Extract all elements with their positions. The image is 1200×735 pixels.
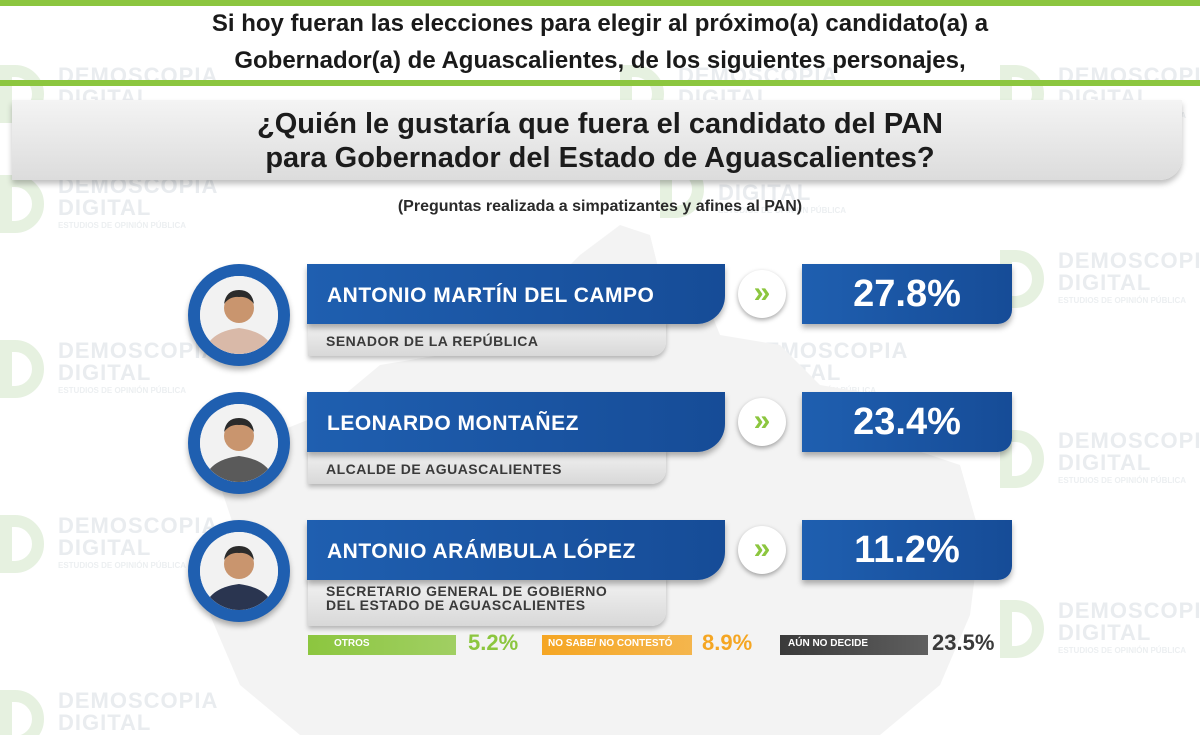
candidate-avatar xyxy=(188,392,290,494)
candidate-value-bar: 27.8% xyxy=(802,264,1012,324)
watermark-d-icon xyxy=(0,690,44,735)
watermark-tagline: ESTUDIOS DE OPINIÓN PÚBLICA xyxy=(58,221,187,230)
candidate-role: ALCALDE DE AGUASCALIENTES xyxy=(326,461,562,477)
candidate-value-label: 23.4% xyxy=(853,401,961,443)
candidate-role-bar: ALCALDE DE AGUASCALIENTES xyxy=(308,448,666,484)
header-line-1: Si hoy fueran las elecciones para elegir… xyxy=(211,10,989,37)
other-response-value: 8.9% xyxy=(702,630,753,655)
candidate-row: ALCALDE DE AGUASCALIENTES LEONARDO MONTAÑ… xyxy=(0,390,1200,500)
candidate-avatar xyxy=(188,264,290,366)
question-line-1: ¿Quién le gustaría que fuera el candidat… xyxy=(257,108,943,140)
candidate-value-label: 27.8% xyxy=(853,273,961,315)
candidate-avatar xyxy=(188,520,290,622)
candidate-photo xyxy=(200,276,278,354)
candidate-role: SECRETARIO GENERAL DE GOBIERNO xyxy=(326,583,608,599)
candidate-value-bar: 11.2% xyxy=(802,520,1012,580)
header-bottom-line xyxy=(0,80,1200,86)
double-chevron-right-icon: » xyxy=(738,526,786,574)
watermark-tagline: ESTUDIOS DE OPINIÓN PÚBLICA xyxy=(1058,646,1187,655)
candidate-name-bar: LEONARDO MONTAÑEZ xyxy=(307,392,725,452)
candidate-name: ANTONIO ARÁMBULA LÓPEZ xyxy=(327,540,636,563)
double-chevron-right-icon: » xyxy=(738,398,786,446)
candidate-name: ANTONIO MARTÍN DEL CAMPO xyxy=(327,284,655,307)
header-top-line xyxy=(0,0,1200,6)
other-response-label: NO SABE/ NO CONTESTÓ xyxy=(542,635,692,655)
person-icon xyxy=(200,276,278,354)
question-subtitle: (Preguntas realizada a simpatizantes y a… xyxy=(397,198,803,215)
candidate-row: SECRETARIO GENERAL DE GOBIERNO DEL ESTADO… xyxy=(0,518,1200,628)
candidate-role-bar: SECRETARIO GENERAL DE GOBIERNO DEL ESTADO… xyxy=(308,576,666,626)
header-line-2: Gobernador(a) de Aguascalientes, de los … xyxy=(234,47,966,74)
candidate-name: LEONARDO MONTAÑEZ xyxy=(327,412,579,435)
candidate-role: SENADOR DE LA REPÚBLICA xyxy=(326,333,539,349)
other-response-label: OTROS xyxy=(308,635,456,655)
candidate-photo xyxy=(200,404,278,482)
candidate-photo xyxy=(200,532,278,610)
other-response-value: 5.2% xyxy=(468,630,519,655)
other-response-value: 23.5% xyxy=(932,630,995,655)
other-response-label: AÚN NO DECIDE xyxy=(780,635,928,655)
question-line-2: para Gobernador del Estado de Aguascalie… xyxy=(265,142,935,174)
candidate-value-bar: 23.4% xyxy=(802,392,1012,452)
candidate-name-bar: ANTONIO ARÁMBULA LÓPEZ xyxy=(307,520,725,580)
candidate-role-bar: SENADOR DE LA REPÚBLICA xyxy=(308,320,666,356)
candidate-row: SENADOR DE LA REPÚBLICA ANTONIO MARTÍN DE… xyxy=(0,262,1200,372)
candidate-value-label: 11.2% xyxy=(854,529,960,571)
person-icon xyxy=(200,404,278,482)
question-box xyxy=(12,100,1182,180)
person-icon xyxy=(200,532,278,610)
candidate-role: DEL ESTADO DE AGUASCALIENTES xyxy=(326,597,586,613)
candidate-name-bar: ANTONIO MARTÍN DEL CAMPO xyxy=(307,264,725,324)
double-chevron-right-icon: » xyxy=(738,270,786,318)
